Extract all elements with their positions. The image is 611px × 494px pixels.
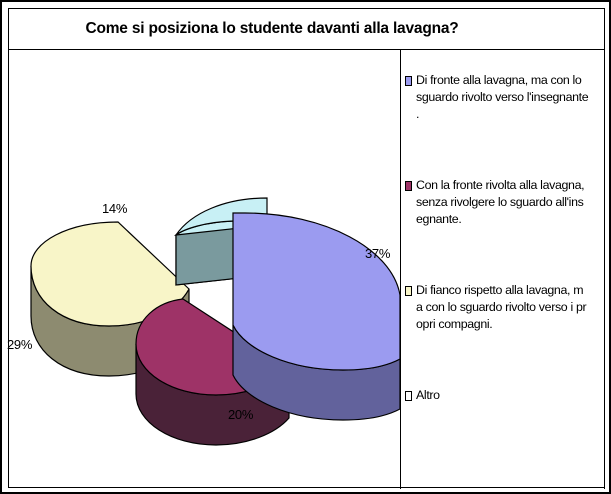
pie-label-maroon: 20%	[228, 407, 254, 422]
pie-label-blue: 37%	[365, 246, 391, 261]
legend-swatch-blue	[405, 76, 412, 86]
legend-label-2: Di fianco rispetto alla lavagna, m a con…	[416, 283, 587, 331]
pie-label-cyan: 14%	[102, 201, 128, 216]
chart-legend: Di fronte alla lavagna, ma con lo sguard…	[400, 50, 605, 489]
legend-item-3[interactable]: Altro	[405, 387, 603, 404]
title-divider	[9, 49, 604, 50]
chart-title: Come si posiziona lo studente davanti al…	[85, 20, 459, 37]
legend-item-0[interactable]: Di fronte alla lavagna, ma con lo sguard…	[405, 72, 603, 123]
pie-plot-area: 14% 37% 20% 29%	[7, 50, 400, 489]
legend-label-3: Altro	[416, 388, 440, 402]
legend-label-0: Di fronte alla lavagna, ma con lo sguard…	[416, 73, 589, 121]
pie-label-cream: 29%	[7, 337, 33, 352]
legend-item-2[interactable]: Di fianco rispetto alla lavagna, m a con…	[405, 282, 603, 333]
legend-swatch-maroon	[405, 181, 412, 191]
legend-label-1: Con la fronte rivolta alla lavagna, senz…	[416, 178, 585, 226]
pie-slice-blue[interactable]	[232, 212, 400, 421]
legend-swatch-cream	[405, 286, 412, 296]
pie-graphic	[30, 197, 400, 446]
legend-swatch-white	[405, 391, 412, 401]
legend-item-1[interactable]: Con la fronte rivolta alla lavagna, senz…	[405, 177, 603, 228]
